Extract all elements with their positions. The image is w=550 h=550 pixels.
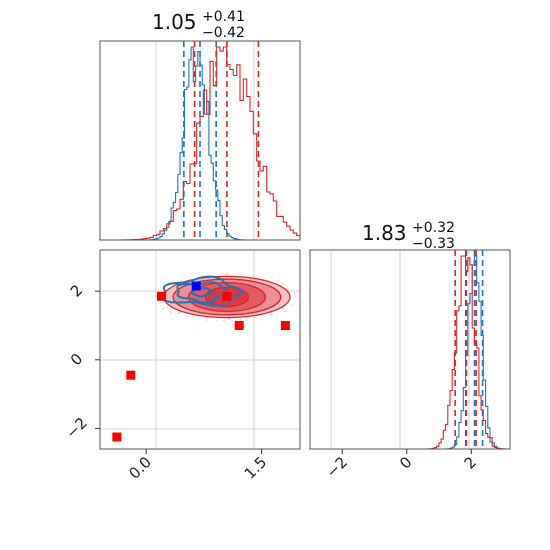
sample-dot — [224, 273, 227, 275]
sample-dot — [162, 301, 165, 303]
hist-x-quantile-lines — [183, 41, 260, 240]
ytick-label: 2 — [67, 281, 86, 300]
red-marker-3 — [222, 291, 232, 301]
title-hist-x-upper: +0.41 — [202, 9, 245, 25]
sample-dot — [177, 312, 180, 315]
title-hist-x-lower: −0.42 — [202, 25, 245, 41]
xtick-label: 2 — [461, 453, 480, 472]
sample-dot — [231, 320, 233, 322]
blue-marker-0 — [191, 281, 201, 291]
hist-y-blue-series — [309, 255, 510, 450]
ytick-label: 0 — [67, 350, 86, 369]
sample-dot — [170, 311, 172, 314]
sample-dot — [254, 316, 257, 318]
xtick-label: 0 — [396, 453, 415, 472]
sample-dot — [293, 292, 296, 294]
sample-dot — [169, 307, 172, 310]
red-marker-2 — [157, 291, 166, 301]
title-hist-y: 1.83 +0.32 −0.33 — [362, 220, 455, 252]
xtick-label: 1.5 — [241, 453, 271, 483]
sample-dot — [215, 319, 218, 321]
sample-dot — [294, 295, 297, 298]
ytick-label: −2 — [62, 414, 90, 442]
panel-hist-x — [99, 40, 301, 241]
title-hist-x-median: 1.05 — [152, 10, 197, 34]
sample-dot — [284, 310, 287, 313]
red-marker-0 — [112, 432, 122, 442]
sample-dot — [226, 273, 229, 276]
title-hist-y-upper: +0.32 — [412, 220, 455, 236]
panel-scatter-xy: 0.0 1.5 −2 0 2 — [62, 249, 301, 483]
sample-dot — [282, 307, 284, 310]
title-hist-x: 1.05 +0.41 −0.42 — [152, 9, 245, 41]
red-marker-1 — [126, 370, 136, 380]
marker-points — [112, 281, 290, 442]
hist-y-frame — [309, 249, 511, 450]
scatter-xy-frame — [99, 249, 301, 450]
sample-dot — [271, 312, 273, 315]
title-hist-y-lower: −0.33 — [412, 236, 455, 252]
hist-y-quantile-lines — [454, 250, 484, 449]
red-marker-5 — [280, 321, 290, 330]
sample-dot — [270, 314, 272, 317]
sample-dot — [166, 306, 169, 309]
hist-x-red-series — [99, 46, 300, 241]
blue-contour-level-1 — [176, 281, 229, 304]
sample-dot — [162, 307, 164, 310]
hist-x-frame — [99, 40, 301, 241]
title-hist-y-median: 1.83 — [362, 221, 407, 245]
sample-dot — [281, 283, 284, 285]
xtick-label: −2 — [323, 453, 351, 481]
sample-dot — [239, 318, 242, 320]
sample-dot — [227, 317, 230, 320]
hist-y-red-series — [309, 255, 510, 450]
hist-y-ticks: −2 0 2 — [323, 449, 480, 481]
xtick-label: 0.0 — [125, 453, 155, 483]
sample-dot — [245, 317, 248, 320]
sample-dot — [294, 294, 296, 296]
panel-hist-y: −2 0 2 — [309, 249, 511, 481]
red-marker-4 — [234, 321, 244, 330]
blue-contour-level-0 — [191, 286, 213, 298]
sample-dot — [277, 279, 280, 281]
sample-dot — [291, 304, 294, 307]
sample-dot — [205, 319, 208, 322]
sample-dot — [223, 319, 226, 322]
